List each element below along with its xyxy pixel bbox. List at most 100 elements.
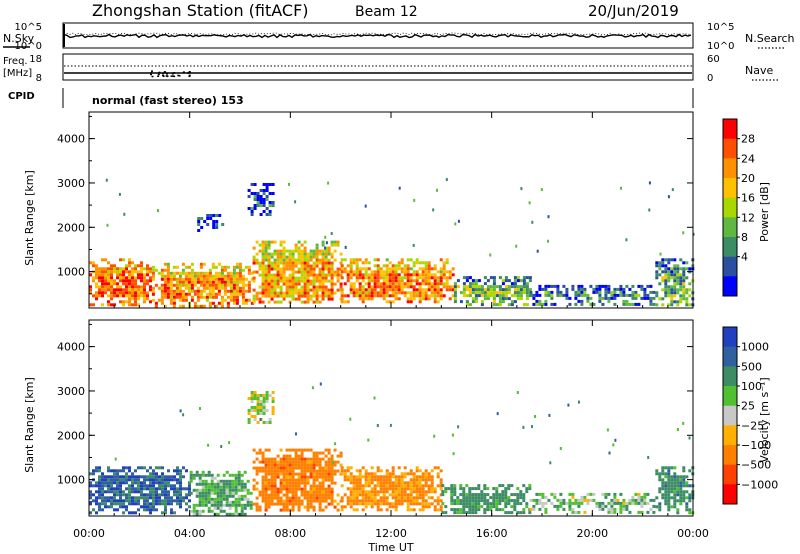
velocity-cell bbox=[355, 487, 359, 491]
velocity-cell bbox=[282, 466, 286, 470]
power-cell bbox=[282, 240, 286, 244]
velocity-cell bbox=[541, 495, 545, 499]
velocity-cell bbox=[370, 466, 374, 470]
power-cell bbox=[149, 288, 152, 292]
velocity-cell bbox=[300, 454, 304, 458]
velocity-cell bbox=[167, 478, 170, 482]
power-cell bbox=[288, 249, 292, 253]
power-cell bbox=[330, 285, 334, 289]
power-cell bbox=[391, 294, 395, 298]
velocity-cell bbox=[352, 478, 356, 482]
power-cell bbox=[330, 255, 334, 259]
power-cell bbox=[270, 282, 274, 286]
power-cell bbox=[498, 285, 502, 289]
velocity-cell bbox=[188, 484, 191, 488]
freq-unit-label: [MHz] bbox=[3, 68, 32, 79]
velocity-cell bbox=[137, 478, 140, 482]
power-cell bbox=[131, 282, 134, 286]
power-cell bbox=[451, 267, 455, 271]
power-cell bbox=[427, 282, 431, 286]
velocity-cell bbox=[364, 475, 368, 479]
power-cell bbox=[340, 270, 344, 274]
power-cell bbox=[358, 270, 362, 274]
power-cell bbox=[483, 276, 487, 280]
power-cell bbox=[202, 277, 206, 281]
power-cell bbox=[439, 297, 443, 301]
velocity-cell bbox=[661, 493, 665, 497]
power-cell bbox=[143, 288, 146, 292]
velocity-cell bbox=[643, 492, 647, 496]
power-cell bbox=[268, 210, 272, 213]
velocity-cell bbox=[188, 499, 191, 503]
power-cell bbox=[327, 294, 331, 298]
velocity-cell bbox=[198, 500, 202, 504]
velocity-cell bbox=[403, 487, 407, 491]
power-cell bbox=[303, 288, 307, 292]
velocity-cell bbox=[294, 490, 298, 494]
power-cell bbox=[258, 297, 262, 301]
power-colorbar-tick-label: 16 bbox=[741, 192, 755, 205]
power-cell bbox=[172, 277, 176, 281]
power-scatter-cell bbox=[667, 195, 670, 199]
velocity-cell bbox=[198, 509, 202, 513]
power-cell bbox=[315, 255, 319, 259]
power-cell bbox=[664, 270, 668, 274]
power-cell bbox=[119, 294, 122, 298]
velocity-cell bbox=[439, 484, 443, 488]
velocity-cell bbox=[309, 484, 313, 488]
velocity-cell bbox=[333, 481, 337, 485]
power-cell bbox=[406, 276, 410, 280]
velocity-cell bbox=[161, 490, 164, 494]
velocity-cell bbox=[258, 466, 262, 470]
velocity-cell bbox=[273, 472, 277, 476]
velocity-cell bbox=[107, 484, 110, 488]
velocity-cell bbox=[441, 493, 445, 497]
velocity-cell bbox=[622, 504, 626, 508]
velocity-cell bbox=[213, 503, 217, 507]
power-cell bbox=[346, 276, 350, 280]
power-cell bbox=[184, 292, 188, 296]
velocity-cell bbox=[309, 487, 313, 491]
velocity-cell bbox=[134, 487, 137, 491]
velocity-cell bbox=[265, 409, 269, 412]
power-cell bbox=[107, 294, 110, 298]
velocity-cell bbox=[210, 491, 214, 495]
power-cell bbox=[391, 276, 395, 280]
power-cell bbox=[187, 289, 191, 293]
velocity-cell bbox=[189, 491, 193, 495]
velocity-cell bbox=[110, 499, 113, 503]
velocity-cell bbox=[134, 481, 137, 485]
velocity-cell bbox=[394, 484, 398, 488]
velocity-cell bbox=[264, 490, 268, 494]
power-cell bbox=[151, 298, 155, 302]
power-cell bbox=[125, 276, 128, 280]
velocity-cell bbox=[267, 493, 271, 497]
power-cell bbox=[336, 279, 340, 283]
power-cell bbox=[261, 279, 265, 283]
velocity-cell bbox=[379, 478, 383, 482]
power-cell bbox=[430, 288, 434, 292]
velocity-cell bbox=[409, 508, 413, 512]
power-cell bbox=[262, 189, 266, 192]
velocity-cell bbox=[664, 466, 668, 470]
freq-dot bbox=[171, 73, 174, 75]
velocity-cell bbox=[237, 473, 241, 477]
velocity-cell bbox=[655, 505, 659, 509]
velocity-cell bbox=[237, 485, 241, 489]
velocity-cell bbox=[682, 496, 686, 500]
power-scatter-cell bbox=[288, 182, 290, 186]
velocity-cell bbox=[346, 502, 350, 506]
velocity-cell bbox=[107, 505, 110, 509]
velocity-cell bbox=[201, 491, 205, 495]
power-cell bbox=[169, 277, 173, 281]
velocity-cell bbox=[394, 499, 398, 503]
power-cell bbox=[676, 276, 680, 280]
velocity-cell bbox=[306, 448, 310, 452]
velocity-cell bbox=[406, 487, 410, 491]
velocity-cell bbox=[504, 493, 508, 497]
power-cell bbox=[498, 294, 502, 298]
power-cell bbox=[199, 280, 203, 284]
velocity-cell bbox=[421, 493, 425, 497]
velocity-cell bbox=[373, 484, 377, 488]
power-cell bbox=[202, 304, 206, 308]
